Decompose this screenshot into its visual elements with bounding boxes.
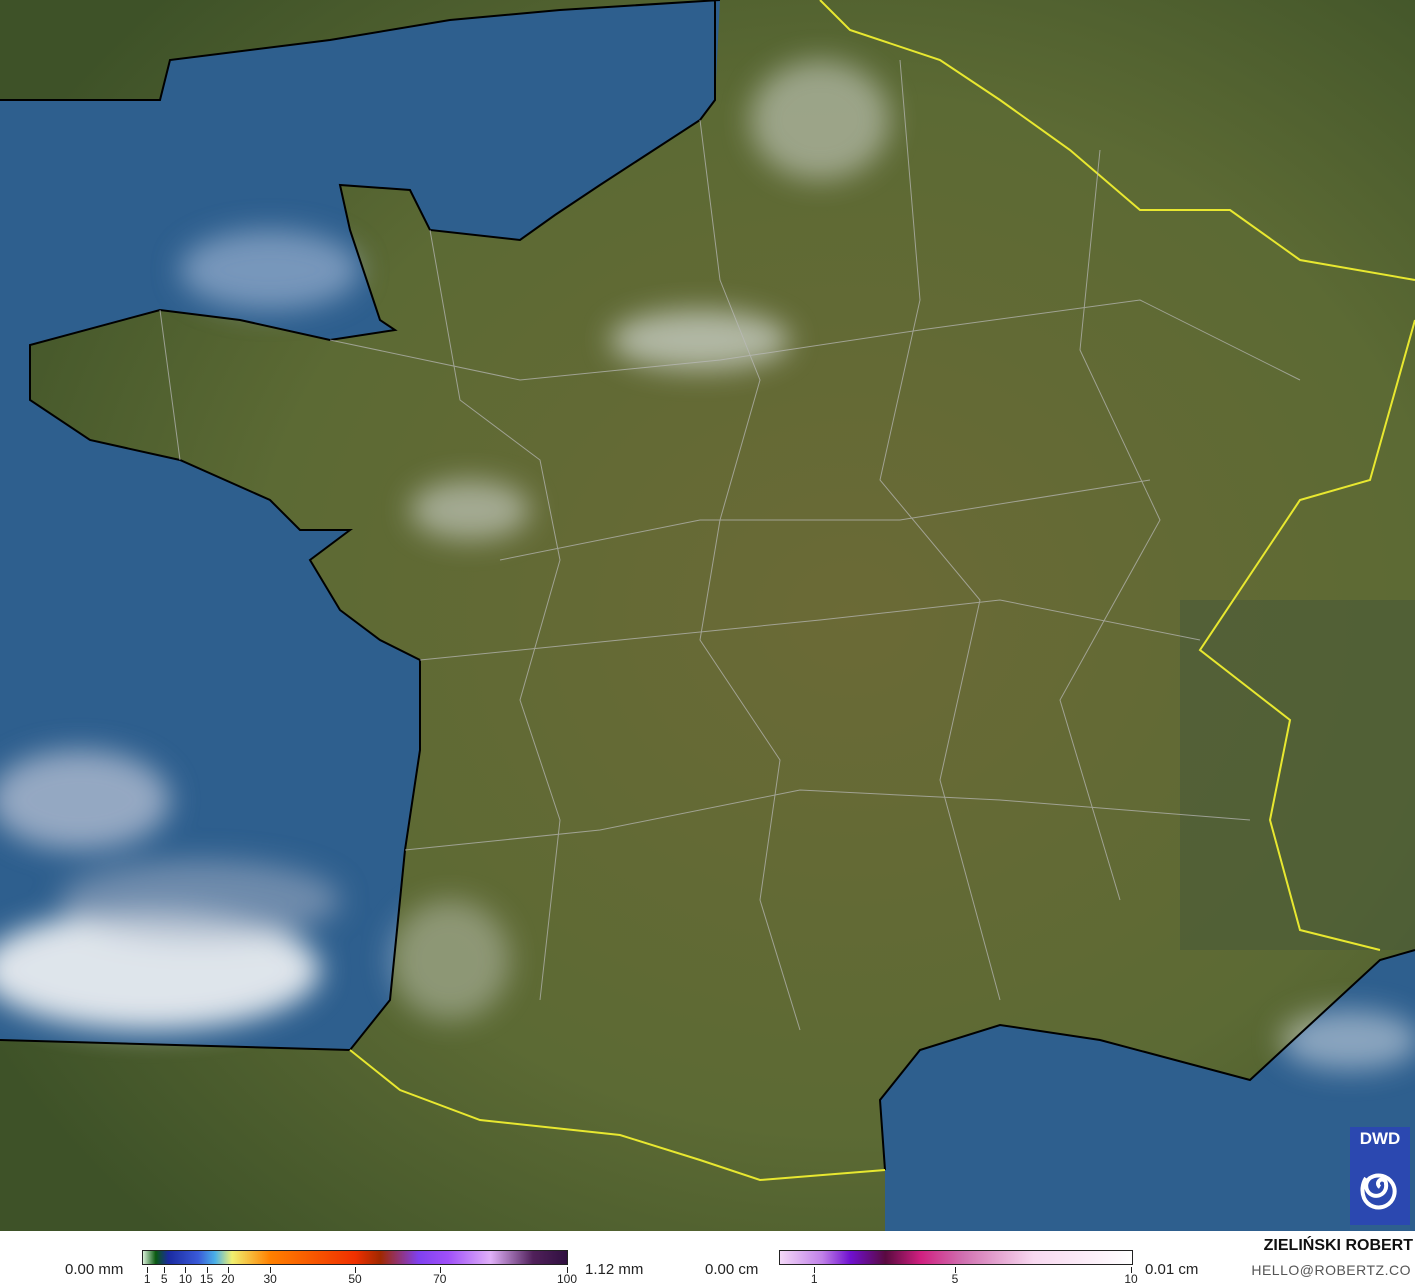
tick-mark [567, 1267, 568, 1273]
tick-mark [227, 1267, 229, 1273]
tick-label: 5 [951, 1272, 959, 1286]
tick-mark [355, 1267, 356, 1273]
snow-min-label: 0.00 cm [705, 1261, 759, 1278]
tick-mark [147, 1267, 149, 1273]
coastline [0, 0, 1415, 1171]
tick-label: 15 [199, 1272, 214, 1286]
tick-label: 30 [263, 1272, 277, 1286]
country-borders [349, 0, 1415, 1182]
tick-label: 5 [160, 1272, 168, 1286]
tick-label: 10 [178, 1272, 193, 1286]
tick-label: 10 [1124, 1272, 1138, 1286]
tick-mark [1131, 1267, 1132, 1273]
credit-name: ZIELIŃSKI ROBERT [1263, 1237, 1413, 1254]
tick-mark [439, 1267, 441, 1273]
tick-mark [206, 1267, 208, 1273]
tick-label: 70 [433, 1272, 447, 1286]
tick-mark [164, 1267, 166, 1273]
mediterranean-sea [880, 950, 1415, 1231]
atlantic-sea [0, 0, 720, 1050]
snow-max-label: 0.01 cm [1145, 1261, 1199, 1278]
tick-mark [185, 1267, 187, 1273]
rain-colorbar [142, 1250, 568, 1265]
dwd-logo: DWD [1350, 1127, 1410, 1225]
tick-label: 20 [221, 1272, 235, 1286]
tick-label: 50 [348, 1272, 362, 1286]
tick-label: 100 [556, 1272, 578, 1286]
snow-colorbar [779, 1250, 1133, 1265]
tick-label: 1 [143, 1272, 151, 1286]
region-borders [159, 59, 1301, 1031]
spiral-icon [1360, 1173, 1397, 1210]
tick-mark [955, 1267, 956, 1273]
dwd-logo-text: DWD [1359, 1129, 1401, 1148]
tick-mark [270, 1267, 272, 1273]
legend-footer: 0.00 mm 1.12 mm 1 5 10 15 20 30 50 70 100 0.00 c… [0, 1231, 1415, 1287]
weather-map[interactable] [0, 0, 1415, 1231]
rain-max-label: 1.12 mm [585, 1261, 644, 1278]
cloud-cover [0, 60, 1415, 1070]
alps-terrain [1180, 600, 1415, 950]
credit-email: HELLO@ROBERTZ.CO [1251, 1262, 1411, 1278]
rain-min-label: 0.00 mm [65, 1261, 124, 1278]
tick-mark [814, 1267, 816, 1273]
tick-label: 1 [810, 1272, 818, 1286]
